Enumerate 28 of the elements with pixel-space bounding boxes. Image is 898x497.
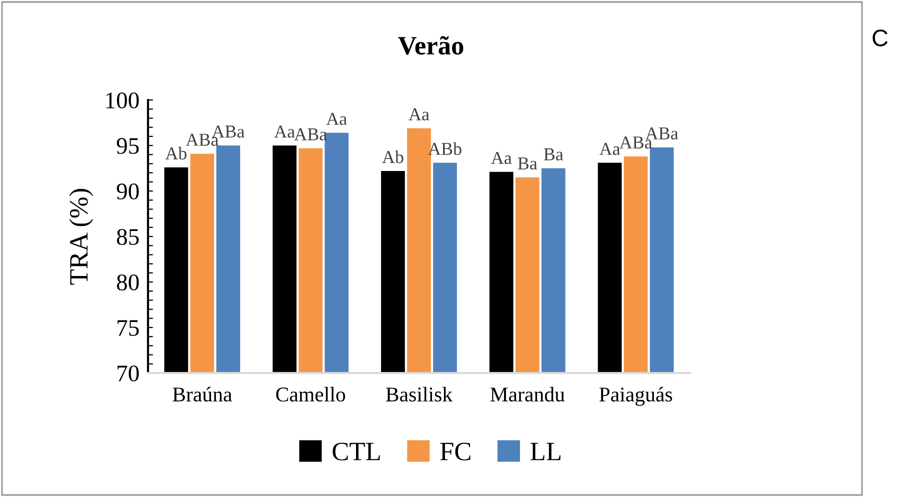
data-label: ABa [294,128,327,140]
x-tick-label: Camello [276,386,346,402]
x-tick-label: Paiaguás [599,386,672,406]
x-tick-label: Marandu [490,386,565,402]
y-axis-title: TRA (%) [69,188,94,285]
data-label: Aa [599,142,620,155]
data-label: Aa [408,108,430,120]
y-tick-label: 80 [116,274,139,290]
data-label: Ba [544,148,564,160]
y-tick-label: 75 [118,320,139,336]
chart-title: Verão [398,36,464,55]
data-label: Aa [274,126,295,138]
y-tick-label: 85 [116,228,139,245]
x-tick-label: Braúna [172,386,232,402]
y-tick-label: 90 [116,183,139,200]
x-tick-label: Basilisk [386,386,453,402]
data-label: Ab [382,150,404,164]
y-tick-label: 70 [118,365,139,382]
text: C [872,30,888,46]
legend-label: CTL [332,442,380,460]
data-label: Ab [165,146,187,160]
data-label: Aa [326,112,347,125]
legend-label: LL [530,442,560,460]
legend-label: FC [440,442,470,460]
y-tick-label: 100 [106,92,139,108]
data-label: Ba [518,158,538,170]
y-tick-label: 95 [116,138,139,154]
data-label: Aa [491,152,512,164]
